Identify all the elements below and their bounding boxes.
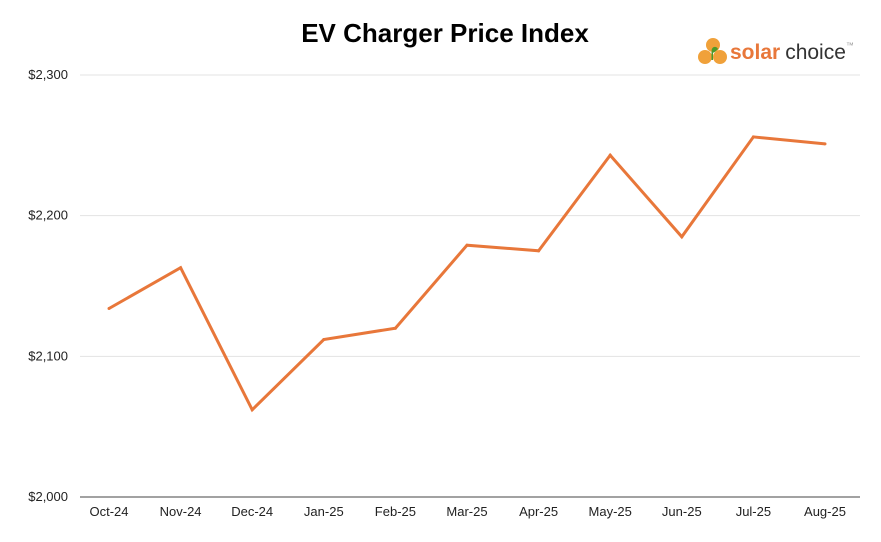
x-tick-label: Jul-25: [736, 504, 771, 519]
series-line: [108, 135, 826, 413]
y-tick-label: $2,100: [28, 348, 68, 363]
logo-trademark: ™: [846, 41, 854, 50]
data-point: [179, 266, 183, 270]
logo-icon: [698, 38, 727, 64]
x-tick-label: Jan-25: [304, 504, 344, 519]
series-layer: [107, 135, 827, 413]
y-tick-label: $2,200: [28, 208, 68, 223]
x-tick-label: Apr-25: [519, 504, 558, 519]
data-point: [465, 243, 469, 247]
logo-word-solar: solar: [730, 41, 780, 64]
y-tick-label: $2,300: [28, 67, 68, 82]
data-point: [680, 235, 684, 239]
solar-choice-logo: solar choice™: [698, 38, 854, 64]
y-axis-ticks: $2,000 $2,100 $2,200 $2,300: [28, 67, 68, 504]
x-tick-label: Oct-24: [89, 504, 128, 519]
data-point: [250, 408, 254, 412]
x-tick-label: Feb-25: [375, 504, 416, 519]
x-axis-ticks: Oct-24 Nov-24 Dec-24 Jan-25 Feb-25 Mar-25 Apr-…: [89, 504, 845, 519]
x-tick-label: Nov-24: [160, 504, 202, 519]
data-point: [393, 326, 397, 330]
gridlines: [80, 74, 860, 498]
chart-title: EV Charger Price Index: [301, 18, 589, 48]
logo-word-choice: choice: [785, 41, 846, 64]
data-point: [107, 307, 111, 311]
data-point: [322, 337, 326, 341]
data-point: [608, 153, 612, 157]
data-point: [537, 249, 541, 253]
y-tick-label: $2,000: [28, 489, 68, 504]
data-point: [751, 135, 755, 139]
x-tick-label: Aug-25: [804, 504, 846, 519]
x-tick-label: Jun-25: [662, 504, 702, 519]
x-tick-label: Dec-24: [231, 504, 273, 519]
data-point: [823, 142, 827, 146]
x-tick-label: May-25: [589, 504, 632, 519]
x-tick-label: Mar-25: [446, 504, 487, 519]
